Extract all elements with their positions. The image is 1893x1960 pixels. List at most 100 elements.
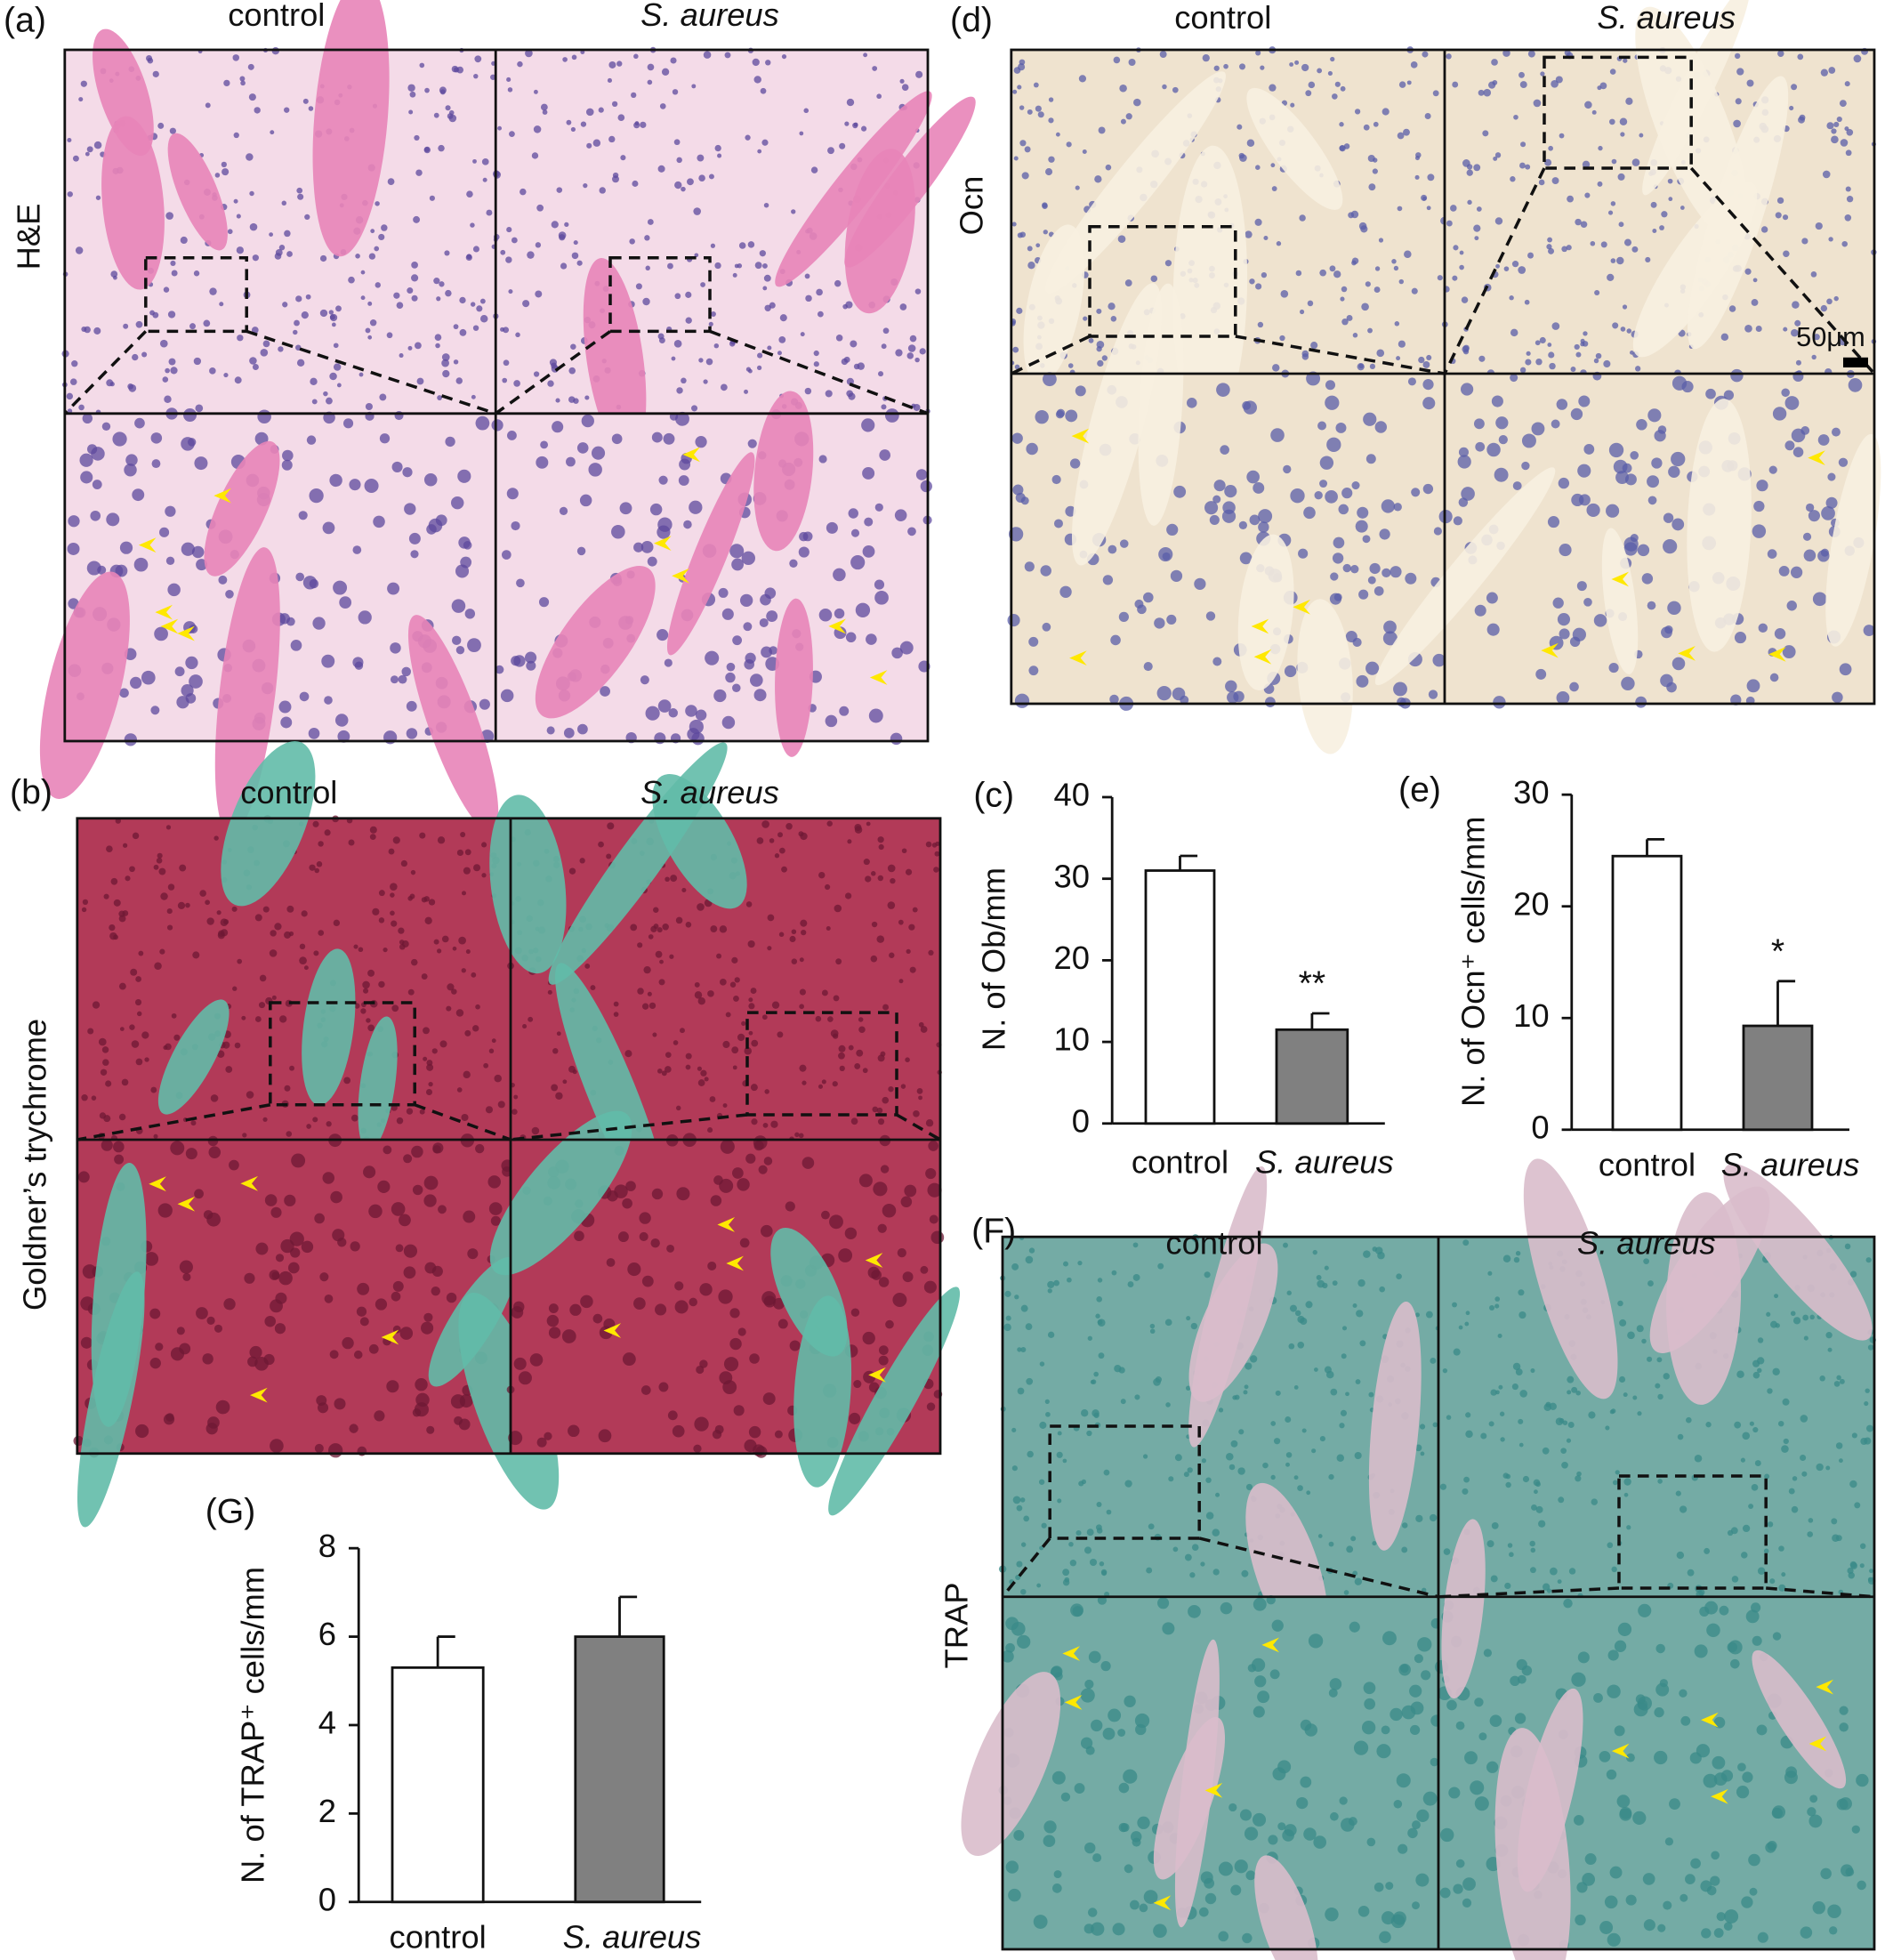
cell bbox=[481, 842, 487, 848]
cell bbox=[764, 304, 771, 311]
cell bbox=[1424, 113, 1431, 119]
cell bbox=[391, 1291, 401, 1302]
cell bbox=[1752, 1371, 1760, 1379]
cell bbox=[905, 1057, 910, 1062]
cell bbox=[1817, 434, 1830, 446]
arrowhead bbox=[1808, 450, 1825, 465]
cell bbox=[455, 377, 463, 384]
cell bbox=[1664, 1837, 1674, 1846]
cell bbox=[1014, 364, 1020, 370]
cell bbox=[1785, 1766, 1798, 1779]
cell bbox=[219, 302, 224, 307]
cell bbox=[1330, 1811, 1339, 1821]
cell bbox=[732, 683, 741, 692]
cell bbox=[777, 351, 782, 356]
cell bbox=[189, 674, 203, 689]
cell bbox=[611, 101, 618, 108]
cell bbox=[1719, 1605, 1729, 1616]
cell bbox=[1800, 1926, 1813, 1939]
cell bbox=[866, 821, 871, 827]
cell bbox=[1540, 71, 1545, 77]
cell bbox=[1255, 165, 1261, 170]
x-tick-label: S. aureus bbox=[1255, 1144, 1394, 1181]
cell bbox=[471, 972, 477, 978]
cell bbox=[1108, 302, 1116, 311]
cell bbox=[613, 1001, 619, 1007]
cell bbox=[1730, 368, 1744, 383]
cell bbox=[507, 431, 517, 440]
cell bbox=[1157, 1597, 1170, 1609]
cell bbox=[598, 1429, 612, 1443]
cell bbox=[1328, 1688, 1338, 1698]
cell bbox=[179, 1260, 193, 1274]
cell bbox=[774, 1430, 783, 1439]
cell bbox=[599, 187, 606, 194]
cell bbox=[839, 706, 850, 716]
cell bbox=[1535, 1481, 1541, 1488]
cell bbox=[640, 675, 649, 685]
cell bbox=[1803, 549, 1816, 562]
cell bbox=[383, 947, 388, 953]
cell bbox=[1330, 1388, 1338, 1396]
cell bbox=[1412, 1820, 1421, 1830]
cell bbox=[233, 132, 239, 139]
cell bbox=[1473, 418, 1485, 430]
cell bbox=[1300, 1776, 1312, 1788]
cell bbox=[1382, 631, 1398, 646]
cell bbox=[920, 1265, 929, 1274]
cell bbox=[155, 1343, 164, 1351]
cell bbox=[645, 706, 660, 721]
cell bbox=[1294, 1310, 1301, 1317]
cell bbox=[174, 666, 185, 677]
cell bbox=[166, 924, 173, 931]
cell bbox=[281, 200, 287, 206]
cell bbox=[1489, 1714, 1502, 1727]
cell bbox=[81, 907, 87, 913]
cell bbox=[663, 432, 675, 445]
cell bbox=[761, 139, 769, 146]
cell bbox=[536, 456, 549, 469]
cell bbox=[125, 454, 138, 466]
cell bbox=[1011, 1262, 1019, 1270]
cell bbox=[1490, 1575, 1498, 1583]
cell bbox=[760, 1224, 773, 1238]
cell bbox=[1102, 1727, 1116, 1740]
cell bbox=[165, 212, 174, 220]
cell bbox=[765, 60, 771, 66]
cell bbox=[390, 675, 399, 684]
cell bbox=[1614, 1725, 1625, 1737]
cell bbox=[391, 1004, 399, 1012]
cell bbox=[1108, 544, 1117, 554]
cell bbox=[290, 640, 302, 651]
cell bbox=[888, 1085, 894, 1093]
cell bbox=[643, 965, 651, 974]
cell bbox=[1615, 471, 1630, 485]
cell bbox=[434, 334, 442, 342]
cell bbox=[586, 142, 592, 149]
cell bbox=[1631, 158, 1640, 166]
cell bbox=[518, 1371, 532, 1385]
cell bbox=[884, 408, 899, 423]
cell bbox=[1807, 1531, 1814, 1537]
cell bbox=[818, 871, 826, 879]
trabecula bbox=[775, 598, 813, 757]
cell bbox=[1053, 1279, 1059, 1287]
cell bbox=[747, 241, 755, 248]
arrowhead bbox=[717, 1217, 736, 1232]
cell bbox=[1494, 1303, 1500, 1309]
cell bbox=[236, 246, 244, 254]
cell bbox=[101, 1139, 113, 1151]
cell bbox=[1074, 1783, 1085, 1795]
cell bbox=[1491, 395, 1503, 407]
cell bbox=[827, 147, 834, 155]
cell bbox=[1625, 1245, 1631, 1250]
cell bbox=[1608, 118, 1615, 125]
cell bbox=[218, 930, 225, 937]
trabecula bbox=[77, 1271, 145, 1528]
cell bbox=[1340, 1409, 1348, 1416]
cell bbox=[367, 969, 375, 977]
cell bbox=[1757, 1367, 1762, 1374]
cell bbox=[515, 332, 520, 338]
cell bbox=[278, 700, 292, 714]
cell bbox=[672, 1424, 685, 1438]
